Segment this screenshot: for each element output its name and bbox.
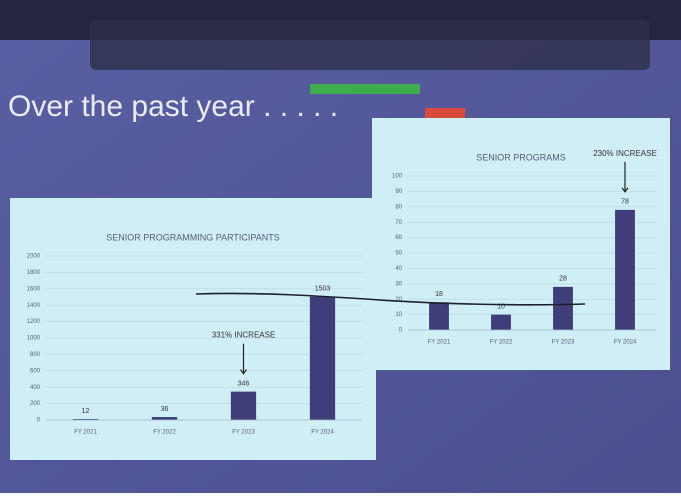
data-label: 36 xyxy=(161,406,169,413)
data-label: 78 xyxy=(621,199,629,206)
data-label: 1503 xyxy=(315,286,331,293)
data-label: 346 xyxy=(238,380,250,387)
y-tick-label: 1600 xyxy=(27,286,41,292)
y-tick-label: 70 xyxy=(395,220,402,226)
chart-title: SENIOR PROGRAMMING PARTICIPANTS xyxy=(106,232,280,242)
y-tick-label: 60 xyxy=(395,235,402,241)
data-label: 28 xyxy=(559,276,567,283)
page: Over the past year . . . . . SENIOR PROG… xyxy=(0,0,681,498)
x-tick-label: FY 2021 xyxy=(428,340,451,346)
x-tick-label: FY 2024 xyxy=(311,430,334,436)
bar xyxy=(310,297,335,420)
y-tick-label: 100 xyxy=(392,174,403,180)
y-tick-label: 200 xyxy=(30,401,41,407)
toolbar xyxy=(90,20,650,70)
x-tick-label: FY 2021 xyxy=(74,430,97,436)
data-label: 18 xyxy=(435,291,443,298)
x-tick-label: FY 2023 xyxy=(552,340,575,346)
y-tick-label: 80 xyxy=(395,204,402,210)
bar xyxy=(615,210,635,330)
y-tick-label: 1800 xyxy=(27,270,41,276)
y-tick-label: 2000 xyxy=(27,254,41,260)
y-tick-label: 40 xyxy=(395,266,402,272)
y-tick-label: 600 xyxy=(30,368,41,374)
slide-photo: Over the past year . . . . . SENIOR PROG… xyxy=(0,0,681,493)
bar xyxy=(491,315,511,330)
x-tick-label: FY 2022 xyxy=(153,430,176,436)
chart-title: SENIOR PROGRAMS xyxy=(476,152,566,162)
x-tick-label: FY 2023 xyxy=(232,430,255,436)
bar xyxy=(429,302,449,330)
y-tick-label: 10 xyxy=(395,312,402,318)
annotation: 331% INCREASE xyxy=(212,331,276,340)
bar xyxy=(231,392,256,420)
y-tick-label: 1200 xyxy=(27,319,41,325)
x-tick-label: FY 2024 xyxy=(614,340,637,346)
bar xyxy=(152,417,177,420)
y-tick-label: 1000 xyxy=(27,336,41,342)
y-tick-label: 400 xyxy=(30,385,41,391)
annotation: 230% INCREASE xyxy=(593,149,657,158)
data-label: 12 xyxy=(82,408,90,415)
slide-title: Over the past year . . . . . xyxy=(8,90,338,123)
bar xyxy=(553,287,573,330)
x-tick-label: FY 2022 xyxy=(490,340,513,346)
y-tick-label: 50 xyxy=(395,251,402,257)
y-tick-label: 30 xyxy=(395,281,402,287)
y-tick-label: 90 xyxy=(395,189,402,195)
toolbar-stop xyxy=(425,108,465,118)
y-tick-label: 1400 xyxy=(27,303,41,309)
y-tick-label: 800 xyxy=(30,352,41,358)
